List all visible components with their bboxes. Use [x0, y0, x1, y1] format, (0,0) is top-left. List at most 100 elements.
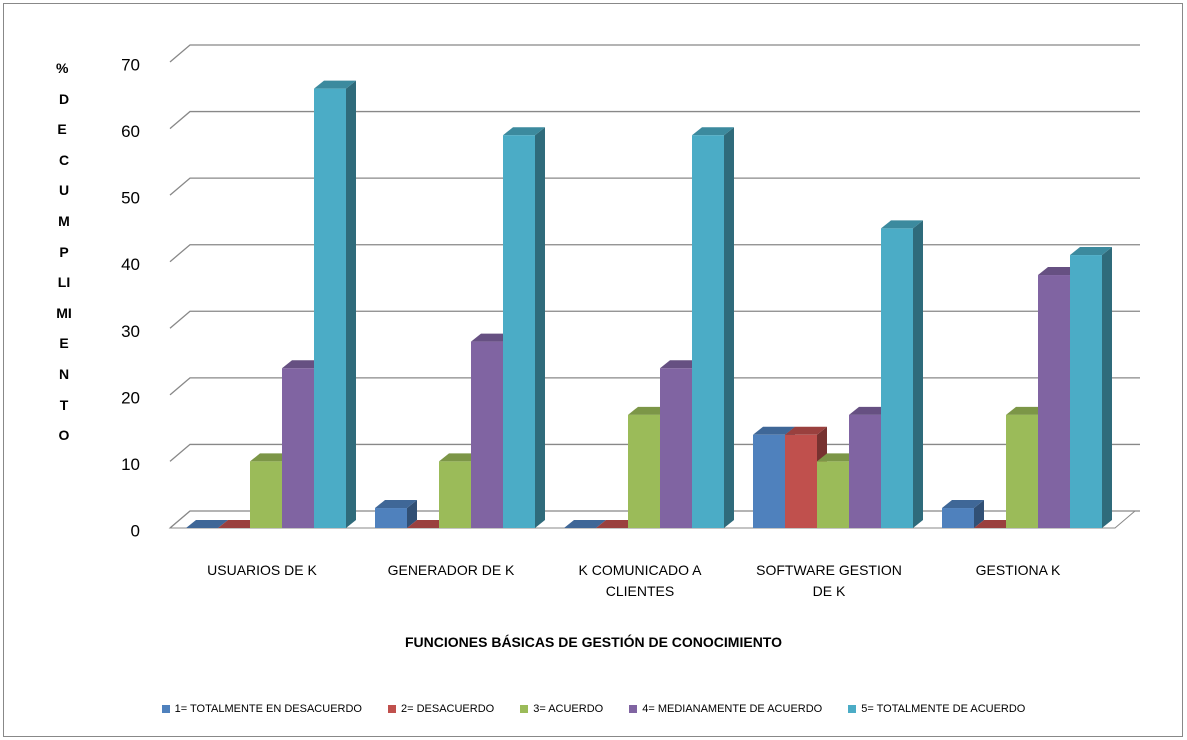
bar-side [346, 80, 356, 528]
bar-top [817, 453, 859, 462]
bar-side [913, 220, 923, 528]
bar-front [439, 461, 471, 528]
y-axis-label: % DE CUMPLIMIENTO [56, 60, 73, 444]
bar-front [817, 461, 849, 528]
bar-front [282, 368, 314, 528]
bar [692, 127, 734, 528]
bar-top [942, 500, 984, 509]
bar-side [535, 127, 545, 528]
bar-top [250, 453, 292, 462]
x-axis-label: FUNCIONES BÁSICAS DE GESTIÓN DE CONOCIMI… [405, 634, 782, 650]
bar-top [1070, 247, 1112, 256]
bar-front [503, 135, 535, 528]
bar-top [692, 127, 734, 136]
legend-label: 2= DESACUERDO [400, 703, 495, 715]
bar-top [186, 520, 228, 528]
bar [186, 520, 228, 528]
bar-front [785, 434, 817, 528]
chart-border [3, 3, 1183, 737]
x-tick-label: K COMUNICADO A CLIENTES [578, 562, 702, 599]
bar-top [375, 500, 417, 509]
legend-label: 3= ACUERDO [533, 703, 604, 715]
bar-front [375, 508, 407, 528]
y-tick-label: 10 [121, 455, 140, 474]
bar-front [314, 88, 346, 528]
bar-side [974, 500, 984, 528]
legend-item: 2= DESACUERDO [387, 703, 495, 715]
grid-line [169, 377, 1140, 396]
bar-top [785, 426, 827, 435]
bar-front [753, 434, 785, 528]
grid-line [169, 310, 1140, 329]
bar-top [628, 406, 670, 415]
bar-front [471, 341, 503, 528]
legend-swatch [629, 705, 638, 713]
bar-top [314, 80, 356, 89]
x-tick-label: USUARIOS DE K [207, 562, 317, 578]
bar [564, 520, 606, 528]
bar-front [692, 135, 724, 528]
y-tick-label: 20 [121, 388, 140, 407]
bar [974, 520, 1016, 528]
bar-top [564, 520, 606, 528]
bar-front [1070, 255, 1102, 529]
grid-line [169, 110, 1140, 130]
bar-top [503, 127, 545, 136]
bar [314, 80, 356, 528]
legend-item: 5= TOTALMENTE DE ACUERDO [848, 703, 1025, 715]
bar-top [407, 520, 449, 528]
bar-top [660, 360, 702, 369]
bar [503, 127, 545, 528]
bar-front [1006, 414, 1038, 528]
bar-top [974, 520, 1016, 528]
legend-item: 3= ACUERDO [520, 703, 603, 715]
x-tick-label: SOFTWARE GESTION DE K [756, 562, 902, 599]
bar-top [753, 426, 795, 435]
legend-swatch [161, 705, 170, 713]
bar-front [849, 414, 881, 528]
bar-side [1102, 247, 1112, 529]
bar-front [660, 368, 692, 528]
bar-top [849, 406, 891, 415]
y-tick-label: 50 [121, 189, 140, 208]
legend-label: 5= TOTALMENTE DE ACUERDO [861, 703, 1026, 715]
bar-front [1038, 275, 1070, 528]
grid-line [169, 244, 1140, 263]
bar [881, 220, 923, 528]
legend-item: 4= MEDIANAMENTE DE ACUERDO [629, 703, 822, 715]
bar-top [881, 220, 923, 229]
legend-label: 1= TOTALMENTE EN DESACUERDO [174, 703, 362, 715]
bar-top [1006, 406, 1048, 415]
legend-swatch [520, 705, 529, 713]
y-tick-label: 0 [131, 521, 140, 540]
bar [375, 500, 417, 528]
bar-top [218, 520, 260, 528]
legend-swatch [848, 705, 857, 713]
bar-side [724, 127, 734, 528]
y-tick-label: 30 [121, 322, 140, 341]
bar-top [471, 333, 513, 342]
bar [1070, 247, 1112, 529]
y-tick-label: 70 [121, 55, 140, 74]
x-tick-label: GESTIONA K [975, 562, 1061, 578]
bar-top [439, 453, 481, 462]
x-tick-label: GENERADOR DE K [387, 562, 515, 578]
bar-front [942, 508, 974, 528]
bar-front [250, 461, 282, 528]
legend-swatch [387, 705, 396, 713]
grid-line [169, 177, 1140, 196]
y-tick-label: 40 [121, 255, 140, 274]
legend-item: 1= TOTALMENTE EN DESACUERDO [161, 703, 362, 715]
grid-line [169, 44, 1140, 63]
bar-front [881, 228, 913, 528]
bar [942, 500, 984, 528]
bar-top [282, 360, 324, 369]
bar-top [1038, 267, 1080, 276]
legend: 1= TOTALMENTE EN DESACUERDO 2= DESACUERDO… [0, 703, 1187, 715]
y-tick-label: 60 [121, 122, 140, 141]
bar-front [628, 414, 660, 528]
bar [596, 520, 638, 528]
bar-side [407, 500, 417, 528]
